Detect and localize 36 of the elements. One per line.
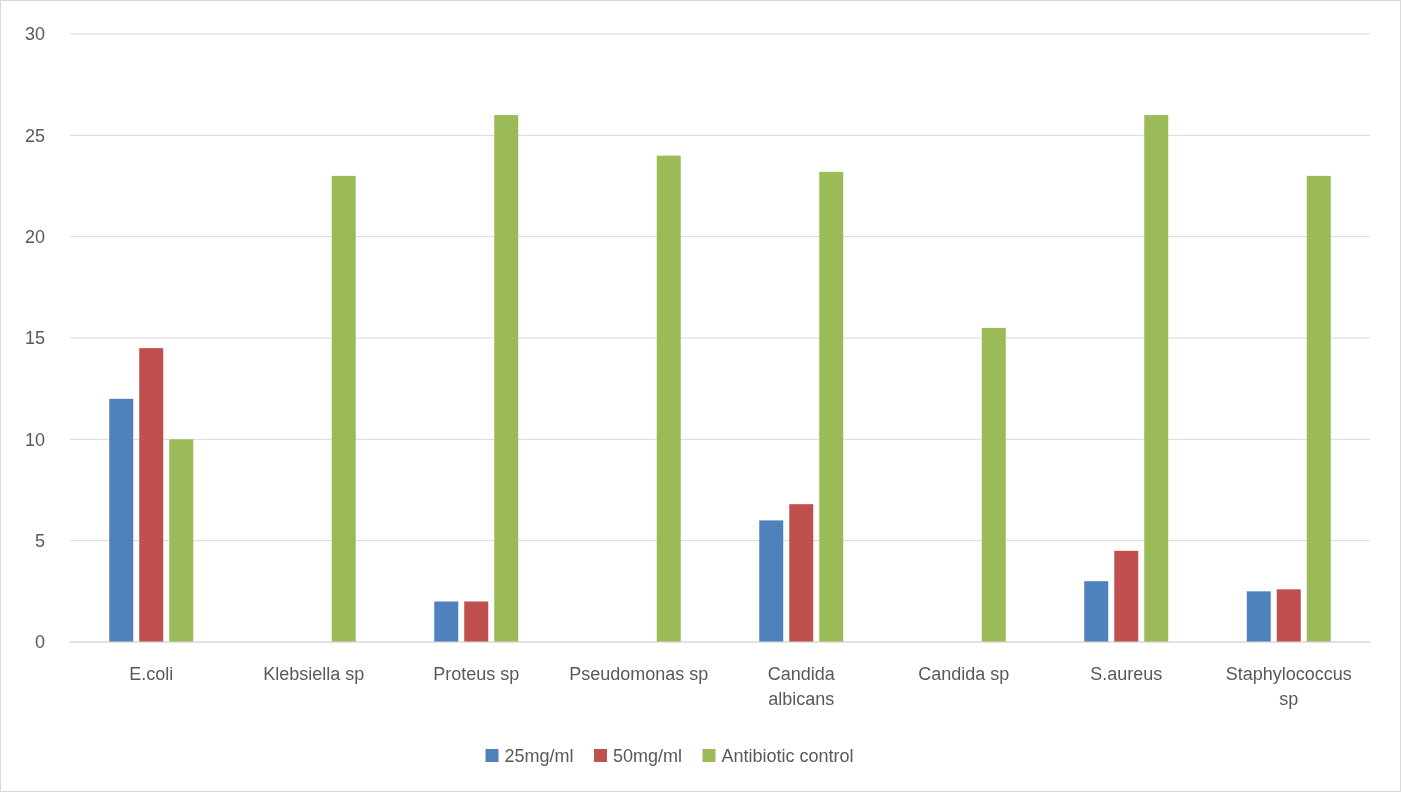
x-tick-label: Pseudomonas sp	[569, 664, 709, 684]
legend-label: 50mg/ml	[613, 746, 683, 767]
y-tick-label: 15	[24, 328, 45, 349]
y-tick-label: 0	[34, 632, 45, 653]
bar	[1114, 550, 1139, 642]
bar	[1144, 115, 1169, 642]
x-tick-label: Proteus sp	[433, 664, 520, 684]
bar	[1246, 591, 1271, 642]
bar	[331, 175, 356, 642]
bar	[1306, 175, 1331, 642]
y-tick-label: 5	[34, 530, 45, 551]
bar	[109, 398, 134, 642]
x-tick-label: Candida sp	[918, 664, 1010, 684]
bar	[789, 504, 814, 642]
y-tick-label: 30	[24, 24, 45, 45]
x-tick-label: Klebsiella sp	[263, 664, 365, 684]
bar	[169, 439, 194, 642]
x-tick-label: Staphylococcus sp	[1225, 664, 1352, 709]
y-tick-label: 25	[24, 125, 45, 146]
bar	[819, 171, 844, 642]
bar	[981, 327, 1006, 642]
x-tick-label: S.aureus	[1090, 664, 1163, 684]
y-tick-label: 10	[24, 429, 45, 450]
bar	[494, 115, 519, 642]
bar	[1084, 581, 1109, 642]
legend-label: Antibiotic control	[721, 746, 854, 767]
x-tick-label: Candida albicans	[767, 664, 836, 709]
bar	[759, 520, 784, 642]
bar	[139, 348, 164, 642]
bar	[434, 601, 459, 642]
bar	[1276, 589, 1301, 642]
bar	[464, 601, 489, 642]
x-tick-label: E.coli	[129, 664, 174, 684]
legend-label: 25mg/ml	[504, 746, 574, 767]
bar	[656, 155, 681, 642]
y-tick-label: 20	[24, 226, 45, 247]
